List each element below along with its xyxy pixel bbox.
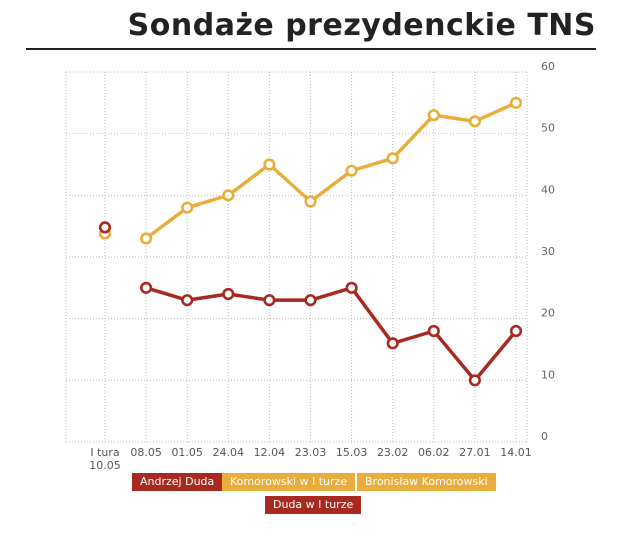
- data-point-andrzej-duda: [263, 294, 276, 307]
- data-point-bronislaw-komorowski: [509, 96, 523, 109]
- data-point-bronislaw-komorowski: [140, 232, 153, 245]
- legend-komorowski: Bronisław Komorowski: [357, 473, 496, 491]
- legend-duda-first-round: Duda w I turze: [265, 496, 362, 514]
- data-point-duda-w-i-turze: [98, 221, 112, 234]
- y-tick-label: 30: [541, 245, 555, 258]
- data-point-bronislaw-komorowski: [222, 189, 235, 202]
- legend-komorowski-first-round: Komorowski w I turze: [222, 473, 356, 491]
- data-point-andrzej-duda: [181, 294, 194, 307]
- data-point-bronislaw-komorowski: [181, 201, 194, 214]
- data-point-bronislaw-komorowski: [345, 164, 358, 177]
- y-tick-label: 60: [541, 60, 555, 73]
- data-point-andrzej-duda: [386, 337, 399, 350]
- data-point-andrzej-duda: [222, 287, 235, 301]
- legend-duda: Andrzej Duda: [132, 473, 223, 491]
- data-point-andrzej-duda: [468, 374, 482, 387]
- data-point-andrzej-duda: [345, 281, 358, 294]
- y-tick-label: 10: [541, 368, 555, 381]
- y-tick-label: 20: [541, 307, 555, 320]
- x-tick-label: 08.05: [130, 446, 162, 459]
- x-tick-label: I tura 10.05: [89, 446, 121, 472]
- x-tick-label: 24.04: [213, 446, 245, 459]
- x-tick-label: 15.03: [336, 446, 368, 459]
- data-point-bronislaw-komorowski: [386, 152, 399, 165]
- data-point-bronislaw-komorowski: [427, 109, 440, 122]
- data-point-bronislaw-komorowski: [263, 158, 276, 171]
- series-line-bronislaw-komorowski: [145, 101, 517, 240]
- x-tick-label: 06.02: [418, 446, 450, 459]
- data-point-andrzej-duda: [304, 294, 317, 307]
- data-point-bronislaw-komorowski: [304, 195, 317, 208]
- data-point-andrzej-duda: [140, 281, 153, 294]
- y-tick-label: 40: [541, 183, 555, 196]
- x-tick-label: 23.02: [377, 446, 409, 459]
- data-point-bronislaw-komorowski: [468, 115, 482, 128]
- y-tick-label: 0: [541, 430, 548, 443]
- x-tick-label: 27.01: [459, 446, 491, 459]
- series-line-andrzej-duda: [145, 286, 518, 383]
- x-tick-label: 12.04: [254, 446, 286, 459]
- chart-title: Sondaże prezydenckie TNS: [127, 8, 596, 43]
- title-rule: [26, 48, 596, 50]
- x-tick-label: 14.01: [500, 446, 532, 459]
- data-point-andrzej-duda: [509, 324, 523, 338]
- y-tick-label: 50: [541, 122, 555, 135]
- x-tick-label: 23.03: [295, 446, 327, 459]
- x-tick-label: 01.05: [171, 446, 203, 459]
- data-point-andrzej-duda: [427, 324, 440, 338]
